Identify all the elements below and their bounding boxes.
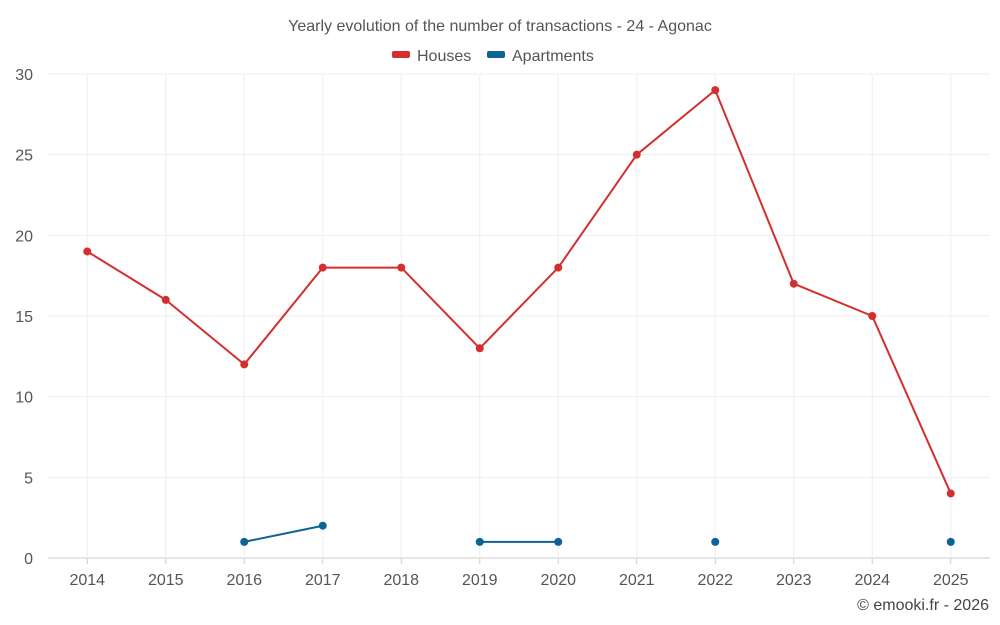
series-apartments [240,521,955,546]
houses-point-2020[interactable] [554,263,563,272]
houses-point-2018[interactable] [397,263,406,272]
legend-item-apartments[interactable]: Apartments [487,48,594,65]
x-tick-label: 2014 [69,572,105,589]
legend-swatch-houses [392,51,410,58]
y-tick-label: 20 [15,228,33,245]
x-tick-label: 2017 [305,572,341,589]
x-tick-label: 2024 [854,572,890,589]
legend-swatch-apartments [487,51,505,58]
grid-lines [48,73,990,559]
y-tick-label: 5 [24,470,33,487]
houses-point-2021[interactable] [632,150,641,159]
houses-point-2015[interactable] [161,295,170,304]
x-axis: 2014 2015 2016 2017 2018 2019 2020 2021 2022 2023… [69,558,969,589]
x-tick-label: 2015 [148,572,184,589]
houses-point-2019[interactable] [475,344,484,353]
legend-item-houses[interactable]: Houses [392,48,471,65]
apartments-line [244,524,323,543]
x-tick-label: 2025 [933,572,969,589]
houses-point-2024[interactable] [868,312,877,320]
legend-label-apartments: Apartments [512,48,594,65]
x-tick-label: 2020 [540,572,576,589]
apartments-point-2020[interactable] [554,537,563,546]
apartments-point-2025[interactable] [946,537,955,546]
houses-point-2016[interactable] [240,360,249,369]
houses-point-2025[interactable] [946,489,955,498]
x-tick-label: 2022 [697,572,733,589]
apartments-point-2022[interactable] [711,537,720,546]
y-tick-label: 25 [15,148,33,165]
series-houses [83,86,955,498]
apartments-point-2016[interactable] [240,537,249,546]
houses-line [86,89,952,494]
y-tick-label: 10 [15,390,33,407]
houses-point-2023[interactable] [789,279,798,288]
legend: Houses Apartments [392,48,594,65]
x-tick-label: 2023 [776,572,812,589]
apartments-point-2019[interactable] [475,537,484,546]
apartments-point-2017[interactable] [318,521,327,530]
chart-title: Yearly evolution of the number of transa… [288,18,712,35]
x-tick-label: 2019 [462,572,498,589]
x-tick-label: 2018 [383,572,419,589]
legend-label-houses: Houses [417,48,471,65]
y-tick-label: 0 [24,551,33,568]
y-tick-label: 30 [15,67,33,84]
chart-credit: © emooki.fr - 2026 [857,597,989,614]
series-group [83,86,955,546]
y-axis: 0 5 10 15 20 25 30 [15,67,33,568]
houses-point-2017[interactable] [318,263,327,272]
houses-point-2022[interactable] [711,86,720,95]
houses-point-2014[interactable] [83,247,92,256]
x-tick-label: 2021 [619,572,655,589]
x-tick-label: 2016 [226,572,262,589]
y-tick-label: 15 [15,309,33,326]
